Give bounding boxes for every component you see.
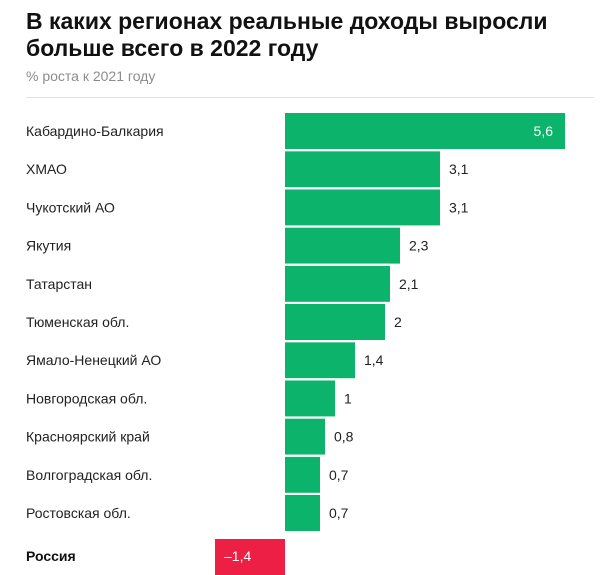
bar <box>285 265 390 302</box>
bar <box>285 304 385 340</box>
value-label: 2,1 <box>399 276 419 292</box>
bar <box>285 113 565 149</box>
category-label: Новгородская обл. <box>26 390 147 406</box>
category-label: ХМАО <box>26 161 67 177</box>
value-label: 2 <box>394 314 402 330</box>
value-label: 3,1 <box>449 199 469 215</box>
title-divider <box>26 97 594 98</box>
bar <box>285 342 355 379</box>
value-label: 0,8 <box>334 429 354 445</box>
category-label: Кабардино-Балкария <box>26 123 164 139</box>
total-category-label: Россия <box>26 548 76 564</box>
value-label: 0,7 <box>329 505 349 521</box>
category-label: Ростовская обл. <box>26 505 131 521</box>
category-label: Волгоградская обл. <box>26 467 152 483</box>
bar <box>285 456 320 493</box>
bar-total <box>215 539 285 575</box>
category-label: Татарстан <box>26 276 92 292</box>
bar <box>285 189 440 226</box>
bar <box>285 380 335 417</box>
category-label: Чукотский АО <box>26 199 115 215</box>
category-label: Якутия <box>26 238 71 254</box>
bar <box>285 227 400 264</box>
bar <box>285 151 440 188</box>
chart-subtitle: % роста к 2021 году <box>26 68 156 84</box>
value-label: 1 <box>344 390 352 406</box>
value-label: 3,1 <box>449 161 469 177</box>
value-label: 5,6 <box>534 123 554 139</box>
value-label: 2,3 <box>409 238 429 254</box>
bar <box>285 418 325 455</box>
category-label: Тюменская обл. <box>26 314 129 330</box>
category-label: Красноярский край <box>26 429 150 445</box>
category-label: Ямало-Ненецкий АО <box>26 352 161 368</box>
chart-title: В каких регионах реальные доходы выросли… <box>26 8 548 61</box>
bar <box>285 495 320 531</box>
total-value-label: –1,4 <box>224 548 251 564</box>
value-label: 1,4 <box>364 352 384 368</box>
value-label: 0,7 <box>329 467 349 483</box>
